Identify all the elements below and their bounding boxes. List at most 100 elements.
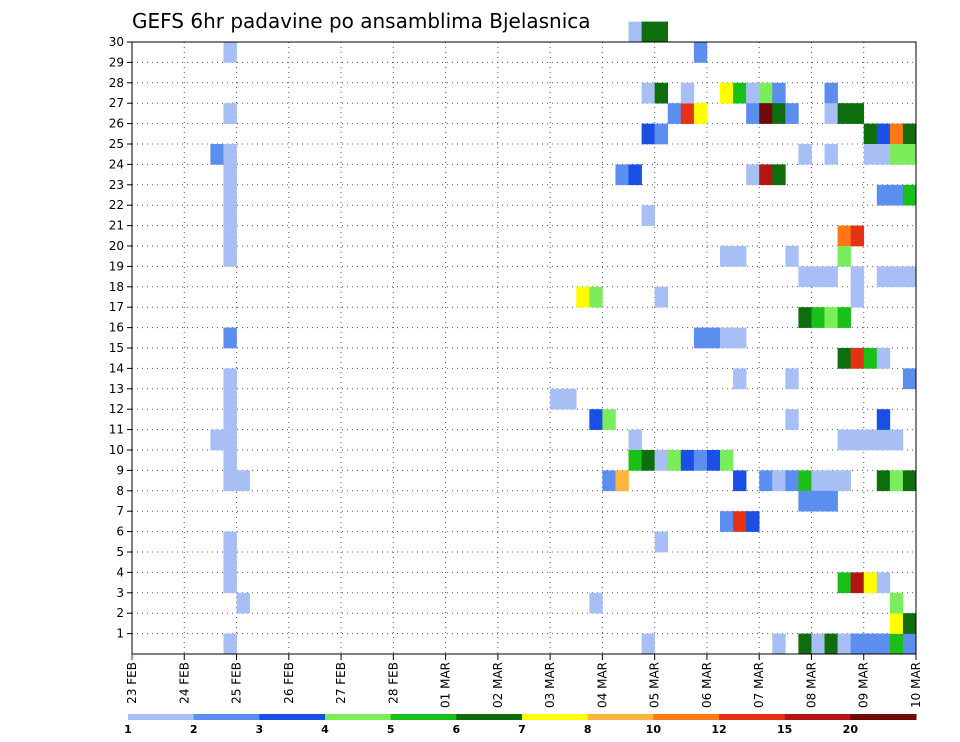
heatmap-cell (876, 470, 891, 492)
y-tick-label: 5 (116, 545, 124, 559)
heatmap-cell (772, 103, 786, 124)
y-tick-label: 17 (109, 300, 124, 314)
legend-label: 6 (453, 723, 461, 736)
heatmap-cell (641, 21, 655, 43)
heatmap-cell (863, 429, 878, 451)
heatmap-cell (785, 246, 799, 267)
heatmap-cell (889, 613, 904, 634)
heatmap-cell (693, 42, 708, 63)
heatmap-cell (550, 388, 564, 410)
heatmap-cell (746, 511, 760, 532)
heatmap-cell (720, 327, 734, 349)
heatmap-cell (824, 490, 838, 512)
heatmap-cell (223, 633, 237, 655)
x-tick-label: 03 MAR (543, 662, 557, 708)
heatmap-cell (746, 164, 760, 186)
heatmap-cell (223, 184, 237, 206)
heatmap-cell (902, 144, 917, 165)
heatmap-cell (223, 42, 237, 63)
heatmap-cell (837, 307, 851, 328)
y-tick-label: 4 (116, 565, 124, 579)
heatmap-cell (837, 429, 851, 451)
x-tick-label: 01 MAR (439, 662, 453, 708)
heatmap-cell (720, 511, 734, 532)
heatmap-cell (589, 286, 603, 308)
heatmap-cell (720, 246, 734, 267)
heatmap-cell (223, 552, 237, 573)
heatmap-cell (667, 103, 682, 124)
heatmap-cell (798, 490, 812, 512)
y-tick-label: 11 (109, 423, 124, 437)
y-tick-label: 10 (109, 443, 124, 457)
heatmap-cell (693, 327, 708, 349)
y-tick-label: 20 (109, 239, 124, 253)
heatmap-cell (680, 82, 695, 104)
y-tick-label: 22 (109, 198, 124, 212)
heatmap-cell (733, 327, 747, 349)
heatmap-cell (693, 103, 708, 124)
heatmap-cell (210, 144, 224, 165)
heatmap-cell (798, 144, 812, 165)
heatmap-cell (902, 184, 917, 206)
legend-swatch (719, 714, 786, 720)
legend-swatch (325, 714, 392, 720)
y-tick-label: 6 (116, 525, 124, 539)
y-tick-label: 30 (109, 35, 124, 49)
heatmap-cell (223, 246, 237, 267)
heatmap-cell (876, 184, 891, 206)
x-tick-label: 08 MAR (804, 662, 818, 708)
heatmap-cell (889, 123, 904, 145)
heatmap-cell (824, 633, 838, 655)
heatmap-cell (824, 82, 838, 104)
heatmap-cell (210, 429, 224, 451)
heatmap-cell (876, 123, 891, 145)
heatmap-cell (223, 470, 237, 492)
heatmap-cell (863, 144, 878, 165)
heatmap-cell (759, 103, 773, 124)
y-tick-label: 27 (109, 96, 124, 110)
heatmap-cell (706, 450, 721, 471)
heatmap-cell (615, 164, 629, 186)
heatmap-cell (720, 82, 734, 104)
heatmap-cell (772, 633, 786, 655)
legend-swatch (653, 714, 720, 720)
heatmap-cell (628, 429, 642, 451)
x-axis: 23 FEB 24 FEB 25 FEB 26 FEB 27 FEB 28 FEB 01 M… (125, 654, 923, 708)
y-axis: 1234567891011121314151617181920212223242… (109, 35, 132, 641)
heatmap-cell (824, 266, 838, 288)
grid-lines (131, 41, 917, 654)
heatmap-cell (850, 348, 865, 369)
heatmap-cell (902, 123, 917, 145)
heatmap-cell (223, 429, 237, 451)
heatmap-cell (628, 450, 642, 471)
y-tick-label: 12 (109, 402, 124, 416)
heatmap-cell (654, 450, 669, 471)
x-tick-label: 09 MAR (857, 662, 871, 708)
legend-swatch (522, 714, 589, 720)
heatmap-cell (902, 613, 917, 634)
heatmap-cell (876, 144, 891, 165)
heatmap-cell (798, 470, 812, 492)
heatmap-cell (811, 490, 825, 512)
heatmap-cell (628, 21, 642, 43)
heatmap-cell (889, 184, 904, 206)
legend-swatch (850, 714, 917, 720)
x-tick-label: 10 MAR (909, 662, 923, 708)
heatmap-cell (563, 388, 577, 410)
legend-swatch (259, 714, 326, 720)
heatmap-cell (733, 246, 747, 267)
heatmap-cell (837, 633, 851, 655)
heatmap-cell (850, 286, 865, 308)
heatmap-cell (641, 82, 655, 104)
heatmap-cell (876, 266, 891, 288)
heatmap-cell (772, 470, 786, 492)
heatmap-cell (589, 409, 603, 430)
heatmap-cell (811, 470, 825, 492)
heatmap-cell (236, 592, 250, 614)
heatmap-cell (680, 103, 695, 124)
y-tick-label: 18 (109, 280, 124, 294)
heatmap-cell (850, 633, 865, 655)
heatmap-cell (667, 450, 682, 471)
heatmap-cell (223, 450, 237, 471)
heatmap-cell (641, 205, 655, 226)
